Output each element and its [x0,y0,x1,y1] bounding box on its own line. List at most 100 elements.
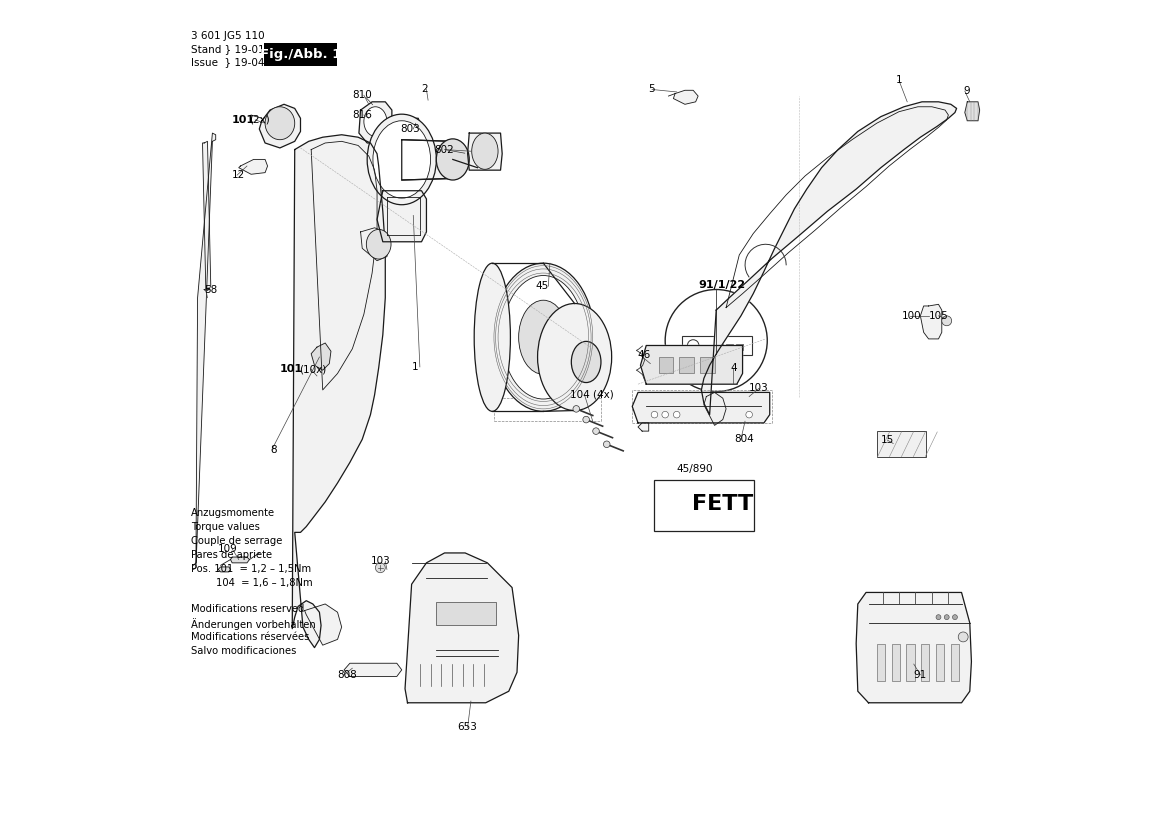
Ellipse shape [364,107,387,136]
Bar [658,357,673,373]
Ellipse shape [662,411,669,418]
Text: 803: 803 [400,124,420,134]
Text: 5: 5 [648,84,655,94]
Bar [921,643,929,681]
Ellipse shape [746,411,753,418]
Text: 1: 1 [895,75,902,85]
Text: 104  = 1,6 – 1,8Nm: 104 = 1,6 – 1,8Nm [191,577,312,587]
Text: 91: 91 [914,670,927,680]
Ellipse shape [538,303,611,411]
Ellipse shape [436,139,469,180]
FancyBboxPatch shape [683,336,752,354]
Text: Salvo modificaciones: Salvo modificaciones [191,646,297,656]
Text: 100: 100 [901,311,921,320]
Ellipse shape [492,263,594,411]
Ellipse shape [673,411,680,418]
Polygon shape [468,133,503,170]
FancyBboxPatch shape [653,480,754,531]
FancyBboxPatch shape [877,431,926,458]
Text: 2: 2 [422,84,428,94]
Polygon shape [305,604,341,645]
Text: FETT: FETT [692,494,753,514]
Bar [950,643,959,681]
Text: 1: 1 [411,362,419,372]
Ellipse shape [475,263,511,411]
Ellipse shape [651,411,658,418]
Text: (10x): (10x) [299,364,326,374]
Text: 45/890: 45/890 [677,464,713,474]
Text: 804: 804 [734,434,754,444]
Bar [892,643,900,681]
Text: Anzugsmomente: Anzugsmomente [191,508,275,518]
Text: Modifications reserved: Modifications reserved [191,604,304,614]
Bar [717,344,722,349]
Text: Pos. 101  = 1,2 – 1,5Nm: Pos. 101 = 1,2 – 1,5Nm [191,563,311,573]
Polygon shape [238,159,268,174]
Polygon shape [230,557,249,563]
Text: 46: 46 [637,350,650,360]
Polygon shape [964,102,980,121]
Text: 104 (4x): 104 (4x) [569,390,614,400]
Ellipse shape [373,121,430,198]
Text: 816: 816 [352,110,372,120]
Polygon shape [704,392,726,425]
Ellipse shape [472,133,498,169]
Bar [679,357,694,373]
Text: 58: 58 [205,284,217,295]
Ellipse shape [375,563,386,572]
Ellipse shape [936,615,941,620]
Text: 91/1/22: 91/1/22 [698,280,745,291]
Polygon shape [292,135,386,648]
Text: Änderungen vorbehalten: Änderungen vorbehalten [191,618,316,630]
Polygon shape [344,663,402,676]
Polygon shape [404,553,519,703]
Polygon shape [856,592,971,703]
Polygon shape [260,104,300,148]
Text: Couple de serrage: Couple de serrage [191,535,283,546]
Text: Pares de apriete: Pares de apriete [191,549,272,560]
Text: Stand } 19-01: Stand } 19-01 [191,45,264,55]
Ellipse shape [593,428,600,434]
Ellipse shape [942,316,952,325]
Ellipse shape [583,416,589,423]
Bar [436,602,496,625]
Polygon shape [193,133,216,569]
Bar [877,643,885,681]
Polygon shape [638,423,649,431]
Text: Fig./Abb. 1: Fig./Abb. 1 [260,48,341,61]
Polygon shape [359,102,392,143]
Ellipse shape [503,276,584,399]
Bar [906,643,914,681]
Ellipse shape [945,615,949,620]
Polygon shape [701,102,956,415]
Polygon shape [219,567,230,572]
Bar [936,643,945,681]
Text: 109: 109 [219,544,238,553]
Ellipse shape [573,406,580,412]
Ellipse shape [366,230,392,259]
Text: 810: 810 [352,90,372,100]
Text: 103: 103 [749,383,769,393]
Text: (2x): (2x) [249,115,270,125]
Text: 101: 101 [279,364,303,374]
Text: 12: 12 [231,170,244,180]
Ellipse shape [603,441,610,448]
Text: 808: 808 [338,670,358,680]
Ellipse shape [953,615,957,620]
Bar [736,344,742,349]
Polygon shape [673,90,698,104]
Ellipse shape [519,300,568,374]
Text: 3 601 JG5 110: 3 601 JG5 110 [191,31,264,41]
Polygon shape [920,304,942,339]
Text: 103: 103 [371,556,390,566]
Ellipse shape [959,632,968,642]
Ellipse shape [572,341,601,382]
Text: 15: 15 [881,435,894,445]
Polygon shape [360,228,388,261]
Bar [700,357,714,373]
Polygon shape [387,118,420,135]
Text: Issue  } 19-04-15: Issue } 19-04-15 [191,57,282,68]
Polygon shape [202,141,210,290]
Text: 9: 9 [963,86,970,96]
Polygon shape [402,140,455,180]
